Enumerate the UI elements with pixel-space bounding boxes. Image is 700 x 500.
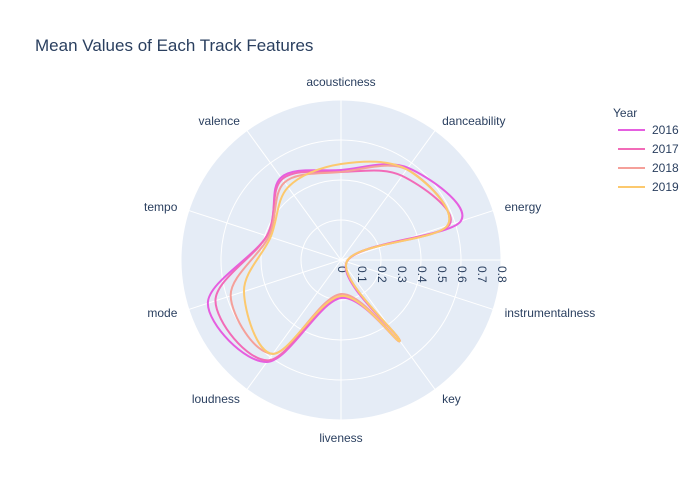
- legend-item-2016[interactable]: 2016: [618, 123, 679, 137]
- angular-axis-label: valence: [199, 114, 241, 128]
- radial-tick-label: 0.1: [355, 266, 369, 283]
- angular-axis-label: instrumentalness: [505, 306, 596, 320]
- angular-gridline: [340, 210, 494, 261]
- angular-axis-label: mode: [147, 306, 177, 320]
- radial-tick-label: 0.4: [415, 266, 429, 283]
- legend-label: 2019: [652, 180, 679, 194]
- angular-gridline: [246, 259, 342, 390]
- legend[interactable]: Year 2016 2017 2018 2019: [613, 106, 679, 194]
- angular-gridline: [188, 210, 342, 261]
- angular-gridline: [246, 130, 342, 261]
- legend-label: 2018: [652, 161, 679, 175]
- angular-axis-label: loudness: [192, 392, 240, 406]
- radial-tick-label: 0.6: [455, 266, 469, 283]
- legend-item-2018[interactable]: 2018: [618, 161, 679, 175]
- angular-axis-label: energy: [505, 200, 542, 214]
- angular-axis-label: acousticness: [306, 75, 375, 89]
- angular-gridline: [188, 259, 342, 310]
- series-line-2019[interactable]: [242, 160, 451, 355]
- polar-area: 0 0.1 0.2 0.3 0.4 0.5 0.6 0.7 0.8 acousticness dan…: [144, 75, 595, 445]
- angular-gridline: [340, 259, 494, 310]
- radial-tick-label: 0.3: [395, 266, 409, 283]
- angular-axis-label: liveness: [319, 431, 362, 445]
- legend-label: 2017: [652, 142, 679, 156]
- legend-item-2017[interactable]: 2017: [618, 142, 679, 156]
- radial-tick-label: 0.2: [375, 266, 389, 283]
- legend-title: Year: [613, 106, 637, 120]
- radial-tick-label: 0.8: [495, 266, 509, 283]
- angular-axis-label: key: [442, 392, 461, 406]
- angular-axis-label: tempo: [144, 200, 178, 214]
- legend-item-2019[interactable]: 2019: [618, 180, 679, 194]
- angular-axis-label: danceability: [442, 114, 505, 128]
- legend-label: 2016: [652, 123, 679, 137]
- angular-gridline: [340, 130, 436, 261]
- chart-title: Mean Values of Each Track Features: [35, 36, 313, 55]
- radial-tick-label: 0: [335, 266, 349, 273]
- radial-tick-label: 0.5: [435, 266, 449, 283]
- radial-tick-label: 0.7: [475, 266, 489, 283]
